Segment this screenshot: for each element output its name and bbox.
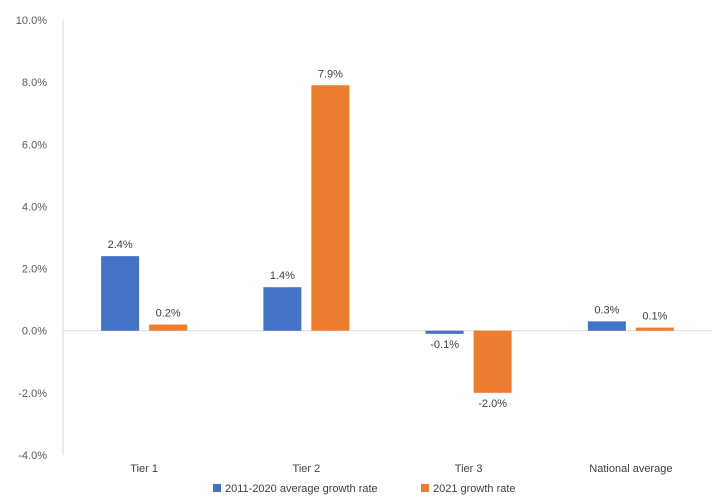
- data-label: 2.4%: [108, 239, 133, 251]
- bar: [425, 330, 464, 334]
- y-tick-label: 8.0%: [22, 77, 47, 89]
- bar: [635, 327, 674, 331]
- data-label: -0.1%: [430, 339, 459, 351]
- bar: [263, 287, 302, 331]
- category-label: Tier 3: [455, 463, 483, 475]
- bar: [473, 330, 512, 393]
- bar: [101, 256, 140, 331]
- bar: [149, 324, 188, 331]
- y-tick-label: 6.0%: [22, 139, 47, 151]
- legend-swatch: [213, 484, 221, 492]
- y-tick-label: 2.0%: [22, 264, 47, 276]
- legend-label: 2011-2020 average growth rate: [225, 483, 378, 495]
- bars: [101, 85, 674, 393]
- legend-swatch: [421, 484, 429, 492]
- y-tick-label: 0.0%: [22, 326, 47, 338]
- y-axis-tick-labels: -4.0% -2.0% 0.0% 2.0% 4.0% 6.0% 8.0% 10.0%: [16, 15, 47, 462]
- y-tick-label: 4.0%: [22, 201, 47, 213]
- y-tick-label: -4.0%: [18, 450, 47, 462]
- data-label: 0.2%: [156, 308, 181, 320]
- y-tick-label: 10.0%: [16, 15, 47, 27]
- bar: [311, 85, 350, 331]
- category-label: Tier 1: [130, 463, 158, 475]
- data-label: 1.4%: [270, 270, 295, 282]
- category-labels: Tier 1 Tier 2 Tier 3 National average: [130, 463, 672, 475]
- legend-label: 2021 growth rate: [433, 483, 516, 495]
- data-label: 7.9%: [318, 68, 343, 80]
- category-label: Tier 2: [293, 463, 321, 475]
- data-label: -2.0%: [478, 398, 507, 410]
- data-label: 0.1%: [642, 311, 667, 323]
- data-labels: 2.4% 0.2% 1.4% 7.9% -0.1% -2.0% 0.3% 0.1%: [108, 68, 668, 410]
- legend: 2011-2020 average growth rate 2021 growth…: [213, 483, 516, 495]
- bar: [587, 321, 626, 331]
- category-label: National average: [589, 463, 672, 475]
- y-tick-label: -2.0%: [18, 388, 47, 400]
- data-label: 0.3%: [594, 304, 619, 316]
